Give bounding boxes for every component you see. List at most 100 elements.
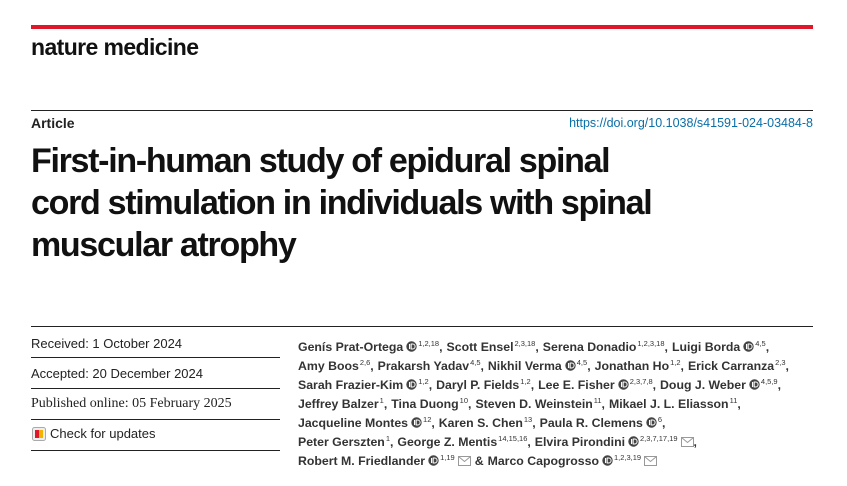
orcid-icon[interactable]	[628, 434, 639, 453]
author-name: Sarah Frazier-Kim	[298, 378, 404, 392]
accepted-date: Accepted: 20 December 2024	[31, 366, 203, 381]
email-icon[interactable]	[680, 434, 694, 453]
affiliation: 2,3,7,17,19	[640, 434, 678, 443]
affiliation: 4,5	[755, 339, 766, 348]
rule	[31, 326, 813, 327]
journal-name: nature medicine	[31, 34, 199, 60]
author-name: Jacqueline Montes	[298, 416, 409, 430]
affiliation: 2,3	[775, 358, 786, 367]
affiliation: 14,15,16	[498, 434, 528, 443]
separator: ,	[777, 378, 782, 392]
orcid-icon[interactable]	[428, 453, 439, 472]
rule	[31, 388, 280, 389]
separator: &	[474, 454, 484, 468]
rule	[31, 419, 280, 420]
separator: ,	[693, 435, 697, 449]
separator: ,	[587, 359, 591, 373]
author-name: George Z. Mentis	[397, 435, 498, 449]
orcid-icon[interactable]	[743, 339, 754, 358]
orcid-icon[interactable]	[411, 415, 422, 434]
check-updates[interactable]: Check for updates	[32, 426, 156, 441]
author-name: Jeffrey Balzer	[298, 397, 379, 411]
author-line: Jacqueline Montes 12, Karen S. Chen13, Paul…	[298, 410, 793, 430]
author-name: Nikhil Verma	[487, 359, 562, 373]
author-name: Luigi Borda	[671, 340, 741, 354]
separator: ,	[535, 340, 539, 354]
affiliation: 1,2	[418, 377, 429, 386]
separator: ,	[680, 359, 684, 373]
separator: ,	[370, 359, 374, 373]
author-name: Paula R. Clemens	[539, 416, 643, 430]
author-name: Amy Boos	[298, 359, 359, 373]
author-line: Sarah Frazier-Kim 1,2, Daryl P. Fields1,2,…	[298, 372, 793, 392]
author-name: Karen S. Chen	[438, 416, 523, 430]
author-name: Serena Donadio	[542, 340, 637, 354]
doi-link[interactable]: https://doi.org/10.1038/s41591-024-03484…	[569, 116, 813, 130]
orcid-icon[interactable]	[406, 377, 417, 396]
author-name: Doug J. Weber	[660, 378, 746, 392]
author-name: Erick Carranza	[687, 359, 775, 373]
article-type: Article	[31, 115, 75, 131]
orcid-icon[interactable]	[565, 358, 576, 377]
orcid-icon[interactable]	[406, 339, 417, 358]
affiliation: 1,2,3,19	[613, 453, 642, 462]
affiliation: 10	[459, 396, 469, 405]
author-line: Peter Gerszten1, George Z. Mentis14,15,16…	[298, 429, 793, 449]
author-line: Jeffrey Balzer1, Tina Duong10, Steven D. W…	[298, 391, 793, 411]
title-line: cord stimulation in individuals with spi…	[31, 184, 653, 222]
affiliation: 1,19	[440, 453, 455, 462]
check-label: Check for updates	[50, 426, 156, 441]
email-icon[interactable]	[457, 453, 471, 472]
rule	[31, 110, 813, 111]
affiliation: 6	[657, 415, 662, 424]
separator: ,	[527, 435, 531, 449]
separator: ,	[601, 397, 605, 411]
author-name: Genís Prat-Ortega	[298, 340, 404, 354]
separator: ,	[383, 397, 388, 411]
affiliation: 4,5,9	[760, 377, 778, 386]
check-icon	[32, 426, 46, 441]
received-date: Received: 1 October 2024	[31, 336, 183, 351]
title-line: muscular atrophy	[31, 226, 297, 264]
affiliation: 12	[423, 415, 432, 424]
author-name: Prakarsh Yadav	[377, 359, 470, 373]
separator: ,	[389, 435, 394, 449]
author-name: Jonathan Ho	[594, 359, 670, 373]
author-line: Robert M. Friedlander 1,19 & Marco Capogros…	[298, 448, 793, 468]
affiliation: 13	[523, 415, 533, 424]
affiliation: 4,5	[470, 358, 481, 367]
orcid-icon[interactable]	[602, 453, 613, 472]
affiliation: 1,2,3,18	[637, 339, 665, 348]
author-line: Amy Boos2,6, Prakarsh Yadav4,5, Nikhil Ver…	[298, 353, 793, 373]
orcid-icon[interactable]	[749, 377, 760, 396]
affiliation: 1,2	[670, 358, 681, 367]
separator: ,	[439, 340, 443, 354]
author-name: Marco Capogrosso	[487, 454, 599, 468]
rule	[31, 357, 280, 358]
email-icon[interactable]	[644, 453, 658, 472]
author-name: Mikael J. L. Eliasson	[608, 397, 729, 411]
title-line: First-in-human study of epidural spinal	[31, 142, 611, 180]
orcid-icon[interactable]	[646, 415, 657, 434]
separator: ,	[662, 416, 666, 430]
author-name: Elvira Pirondini	[534, 435, 625, 449]
affiliation: 11	[729, 396, 738, 405]
affiliation: 1	[379, 396, 384, 405]
separator: ,	[737, 397, 741, 411]
affiliation: 1,2	[520, 377, 531, 386]
separator: ,	[765, 340, 770, 354]
author-name: Scott Ensel	[446, 340, 514, 354]
author-name: Robert M. Friedlander	[298, 454, 426, 468]
author-name: Tina Duong	[391, 397, 459, 411]
affiliation: 1	[385, 434, 390, 443]
separator: ,	[785, 359, 789, 373]
red-bar	[31, 25, 813, 29]
author-name: Daryl P. Fields	[436, 378, 520, 392]
affiliation: 2,6	[359, 358, 371, 367]
affiliation: 2,3,18	[514, 339, 536, 348]
affiliation: 2,3,7,8	[629, 377, 653, 386]
published-date: Published online: 05 February 2025	[31, 396, 232, 411]
separator: ,	[431, 416, 435, 430]
orcid-icon[interactable]	[617, 377, 629, 396]
